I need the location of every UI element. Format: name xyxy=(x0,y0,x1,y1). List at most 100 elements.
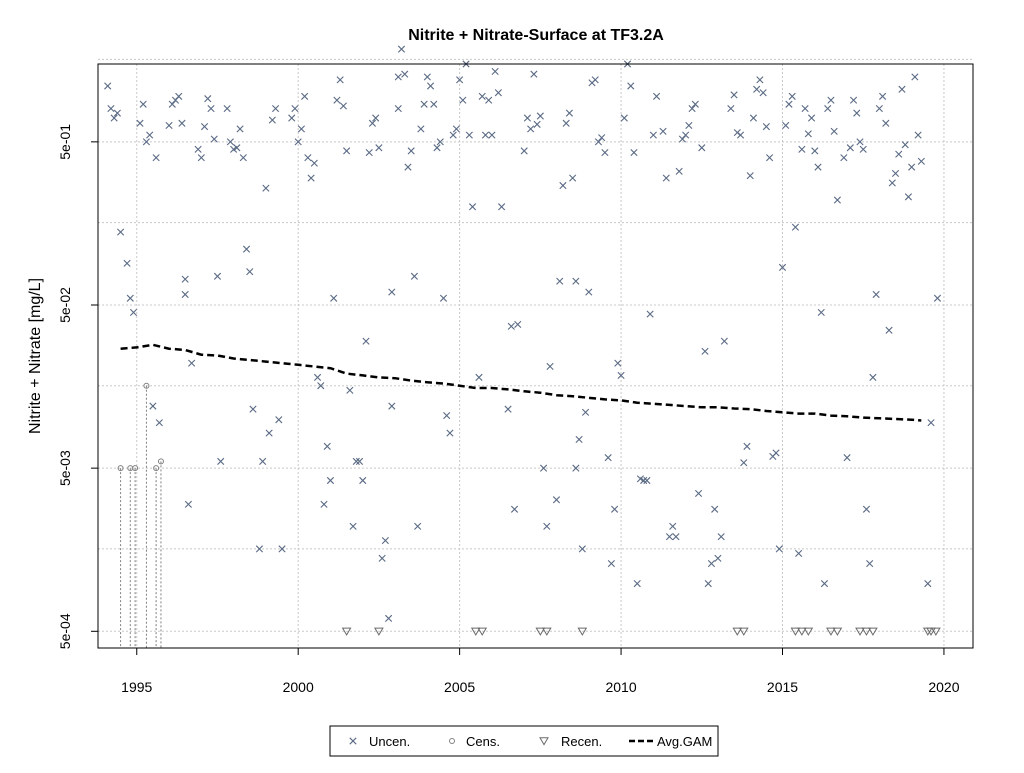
marker-stroke xyxy=(213,272,222,280)
uncensored-point xyxy=(146,131,154,139)
marker-stroke xyxy=(226,138,234,146)
uncensored-point xyxy=(688,104,696,113)
marker-stroke xyxy=(740,459,748,467)
uncensored-point xyxy=(510,505,519,513)
legend-box xyxy=(329,725,719,757)
marker-stroke xyxy=(607,560,615,568)
marker-stroke xyxy=(349,522,357,530)
uncensored-point xyxy=(711,505,719,513)
marker-stroke xyxy=(659,127,667,135)
uncensored-point xyxy=(607,560,615,568)
marker-stroke xyxy=(355,457,364,465)
uncensored-point xyxy=(539,464,548,472)
uncensored-point xyxy=(536,112,544,120)
recensored-point xyxy=(926,627,936,636)
marker-stroke xyxy=(246,268,254,276)
marker-stroke xyxy=(901,141,909,149)
marker-stroke xyxy=(756,76,764,84)
uncensored-point xyxy=(242,245,251,253)
uncensored-point xyxy=(362,337,370,345)
uncensored-point xyxy=(727,104,735,113)
marker-stroke xyxy=(307,174,315,182)
censored-point xyxy=(132,465,139,472)
uncensored-point xyxy=(659,127,667,135)
recensored-point xyxy=(341,627,352,636)
marker-stroke xyxy=(888,179,896,187)
y-tick-label: 5e-03 xyxy=(57,450,73,486)
uncensored-point xyxy=(556,277,564,285)
marker-stroke xyxy=(630,148,638,157)
uncensored-point xyxy=(875,104,883,113)
marker-stroke xyxy=(304,154,312,162)
uncensored-point xyxy=(110,114,118,122)
uncensored-point xyxy=(381,536,389,545)
uncensored-point xyxy=(581,408,590,416)
uncensored-point xyxy=(352,457,360,465)
marker-stroke xyxy=(255,545,264,553)
uncensored-point xyxy=(123,259,131,267)
uncensored-point xyxy=(662,174,670,182)
marker-stroke xyxy=(694,489,703,498)
marker-stroke xyxy=(323,442,331,450)
y-tick-label: 5e-01 xyxy=(57,124,73,160)
marker-stroke xyxy=(908,163,916,171)
uncensored-point xyxy=(801,104,809,113)
uncensored-point xyxy=(478,92,486,100)
marker-stroke xyxy=(217,457,225,465)
marker-stroke xyxy=(259,457,267,465)
marker-stroke xyxy=(178,119,186,127)
uncensored-point xyxy=(223,104,231,113)
marker-stroke xyxy=(362,337,370,345)
marker-stroke xyxy=(410,272,419,280)
x-tick-label: 2005 xyxy=(444,679,475,695)
marker-stroke xyxy=(636,475,645,483)
marker-stroke xyxy=(581,408,590,416)
uncensored-point xyxy=(869,373,877,381)
uncensored-point xyxy=(720,337,728,345)
uncensored-point xyxy=(346,386,354,394)
uncensored-point xyxy=(740,459,748,467)
marker-stroke xyxy=(811,147,819,155)
recensored-point xyxy=(541,627,552,636)
uncensored-point xyxy=(294,138,302,146)
uncensored-point xyxy=(152,154,160,162)
uncensored-point xyxy=(640,476,648,485)
uncensored-point xyxy=(759,89,767,97)
legend-label: Uncen. xyxy=(369,734,410,749)
marker-stroke xyxy=(704,580,712,588)
marker-stroke xyxy=(562,119,570,127)
uncensored-point xyxy=(578,545,586,553)
marker-stroke xyxy=(530,70,538,78)
marker-stroke xyxy=(646,310,654,318)
marker-stroke xyxy=(640,476,648,485)
uncensored-point xyxy=(323,442,331,450)
marker-stroke xyxy=(488,131,496,139)
marker-stroke xyxy=(911,73,919,81)
uncensored-point xyxy=(830,127,838,135)
uncensored-point xyxy=(833,196,841,204)
uncensored-point xyxy=(901,141,909,149)
uncensored-point xyxy=(388,402,396,410)
marker-stroke xyxy=(439,294,448,302)
uncensored-point xyxy=(904,193,913,201)
uncensored-point xyxy=(446,429,454,437)
marker-stroke xyxy=(675,167,683,175)
uncensored-point xyxy=(378,554,386,562)
marker-stroke xyxy=(388,288,396,296)
marker-stroke xyxy=(223,104,231,113)
uncensored-point xyxy=(388,288,396,296)
marker-stroke xyxy=(381,536,389,545)
uncensored-point xyxy=(575,435,583,444)
uncensored-point xyxy=(917,157,925,165)
marker-stroke xyxy=(265,429,273,437)
recensored-point xyxy=(738,627,749,636)
uncensored-point xyxy=(459,96,467,104)
marker-stroke xyxy=(682,131,690,139)
marker-stroke xyxy=(617,371,625,380)
plot-frame xyxy=(97,63,974,649)
uncensored-point xyxy=(527,125,535,133)
marker-stroke xyxy=(775,545,783,553)
marker-stroke xyxy=(688,104,696,113)
marker-stroke xyxy=(872,290,880,299)
uncensored-point xyxy=(310,159,318,167)
